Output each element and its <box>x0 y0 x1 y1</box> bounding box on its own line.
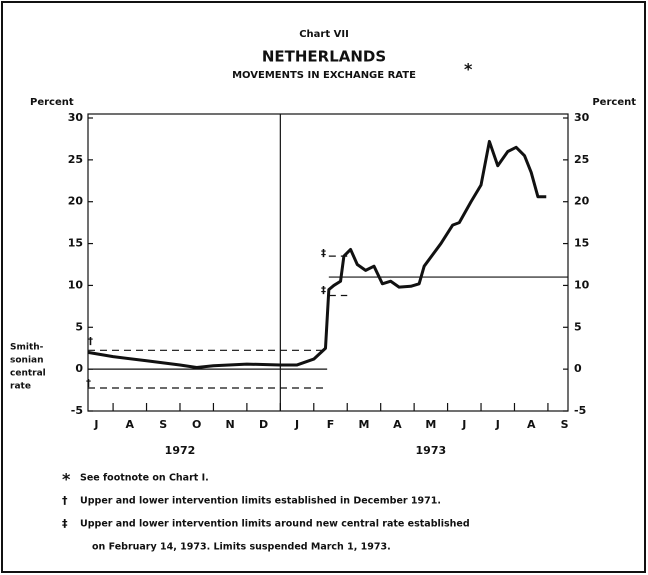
year-label: 1973 <box>416 444 447 457</box>
central-rate-label: Smith- <box>10 343 44 353</box>
x-tick-label: S <box>561 418 569 431</box>
y2-tick-label: 15 <box>574 237 589 250</box>
footnote-text: Upper and lower intervention limits esta… <box>80 496 441 507</box>
y-tick-label: 30 <box>68 111 84 124</box>
y2-tick-label: -5 <box>574 404 586 417</box>
footnote-text: Upper and lower intervention limits arou… <box>80 519 470 530</box>
y2-tick-label: 5 <box>574 320 582 333</box>
x-tick-label: S <box>159 418 167 431</box>
central-rate-label: sonian <box>10 356 44 366</box>
limit-symbol: ‡ <box>321 248 326 259</box>
footnote-text: See footnote on Chart I. <box>80 473 209 484</box>
x-tick-label: J <box>93 418 98 431</box>
y-tick-label: 25 <box>68 153 83 166</box>
y-tick-label: 0 <box>75 362 83 375</box>
x-tick-label: D <box>259 418 268 431</box>
x-tick-label: J <box>294 418 299 431</box>
y2-tick-label: 30 <box>574 111 590 124</box>
x-tick-label: J <box>495 418 500 431</box>
x-tick-label: M <box>358 418 369 431</box>
x-tick-label: F <box>327 418 335 431</box>
limit-symbol: ‡ <box>321 285 326 296</box>
year-label: 1972 <box>165 444 196 457</box>
central-rate-label: rate <box>10 382 31 392</box>
footnote-symbol: ‡ <box>62 517 68 530</box>
y2-tick-label: 0 <box>574 362 582 375</box>
x-tick-label: J <box>461 418 466 431</box>
y2-tick-label: 10 <box>574 278 590 291</box>
x-tick-label: O <box>192 418 201 431</box>
footnote-symbol: * <box>62 470 71 489</box>
y-tick-label: 5 <box>75 320 83 333</box>
y-tick-label: 20 <box>68 195 84 208</box>
subtitle-mark: * <box>464 60 473 79</box>
y-tick-label: 10 <box>68 278 84 291</box>
y2-axis-label: Percent <box>592 97 636 108</box>
y-tick-label: 15 <box>68 237 83 250</box>
x-tick-label: A <box>527 418 536 431</box>
footnote-symbol: † <box>62 494 68 507</box>
footnote-text: on February 14, 1973. Limits suspended M… <box>92 542 391 553</box>
y2-tick-label: 20 <box>574 195 590 208</box>
chart-subtitle: MOVEMENTS IN EXCHANGE RATE <box>232 70 416 81</box>
y-axis-label: Percent <box>30 97 74 108</box>
y2-tick-label: 25 <box>574 153 589 166</box>
x-tick-label: A <box>126 418 135 431</box>
x-tick-label: A <box>393 418 402 431</box>
chart-number: Chart VII <box>299 29 349 40</box>
y-tick-label: -5 <box>71 404 83 417</box>
limit-symbol: † <box>88 336 93 347</box>
data-line <box>87 139 547 369</box>
chart-title: NETHERLANDS <box>262 48 386 66</box>
central-rate-label: central <box>10 369 46 379</box>
plot-frame <box>87 113 569 412</box>
x-tick-label: M <box>425 418 436 431</box>
x-tick-label: N <box>226 418 235 431</box>
